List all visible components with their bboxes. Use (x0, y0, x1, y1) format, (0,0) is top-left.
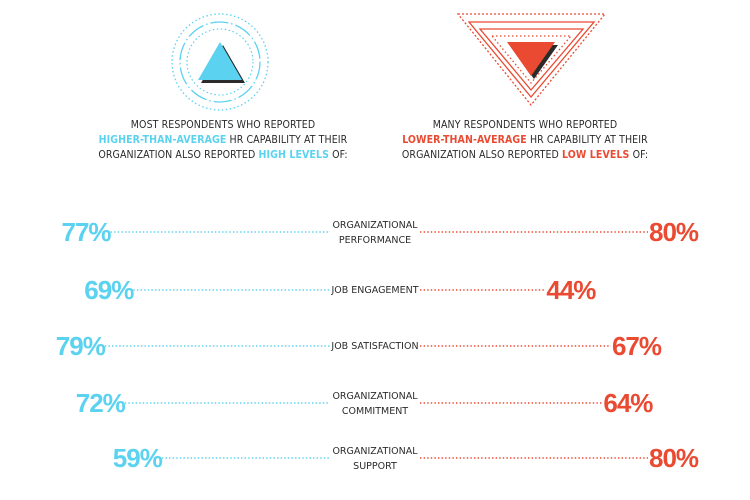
intro-right-line2: LOWER-THAN-AVERAGE HR CAPABILITY AT THEI… (390, 133, 660, 148)
chart-rows: 77% 80% ORGANIZATIONAL PERFORMANCE 69% 44% JOB… (56, 217, 700, 473)
right-value-label: 80% (649, 217, 699, 247)
intro-right-line3-start: ORGANIZATION ALSO REPORTED (401, 149, 563, 161)
triangle-down-icon (456, 13, 607, 107)
right-value-label: 80% (649, 443, 699, 473)
category-label: ORGANIZATIONAL SUPPORT (332, 446, 418, 472)
left-value-label: 79% (56, 331, 106, 361)
intro-left-highlight1: HIGHER-THAN-AVERAGE (98, 134, 227, 146)
intro-right-highlight2: LOW LEVELS (562, 149, 630, 161)
triangle-up-icon (171, 13, 269, 111)
category-label: ORGANIZATIONAL PERFORMANCE (332, 220, 418, 246)
intro-right-line3: ORGANIZATION ALSO REPORTED LOW LEVELS OF… (390, 148, 660, 163)
intro-left: MOST RESPONDENTS WHO REPORTED HIGHER-THA… (88, 118, 358, 163)
left-value-label: 59% (113, 443, 163, 473)
intro-left-line1: MOST RESPONDENTS WHO REPORTED (130, 119, 316, 131)
right-value-label: 67% (612, 331, 662, 361)
intro-right-line1: MANY RESPONDENTS WHO REPORTED (432, 119, 618, 131)
intro-right-line3-end: OF: (629, 149, 649, 161)
intro-left-line2-rest: HR CAPABILITY AT THEIR (226, 134, 348, 146)
intro-right: MANY RESPONDENTS WHO REPORTED LOWER-THAN… (390, 118, 660, 163)
category-label: ORGANIZATIONAL COMMITMENT (332, 391, 418, 417)
left-value-label: 72% (76, 388, 126, 418)
intro-left-line3: ORGANIZATION ALSO REPORTED HIGH LEVELS O… (88, 148, 358, 163)
right-value-label: 44% (546, 275, 596, 305)
intro-left-highlight2: HIGH LEVELS (258, 149, 329, 161)
intro-left-line3-start: ORGANIZATION ALSO REPORTED (98, 149, 259, 161)
right-value-label: 64% (603, 388, 653, 418)
intro-left-line3-end: OF: (329, 149, 348, 161)
intro-right-highlight1: LOWER-THAN-AVERAGE (402, 134, 527, 146)
intro-left-line2: HIGHER-THAN-AVERAGE HR CAPABILITY AT THE… (88, 133, 358, 148)
category-label: JOB ENGAGEMENT (330, 285, 418, 296)
left-value-label: 77% (62, 217, 112, 247)
intro-right-line2-rest: HR CAPABILITY AT THEIR (526, 134, 648, 146)
left-value-label: 69% (84, 275, 134, 305)
category-label: JOB SATISFACTION (330, 341, 418, 352)
